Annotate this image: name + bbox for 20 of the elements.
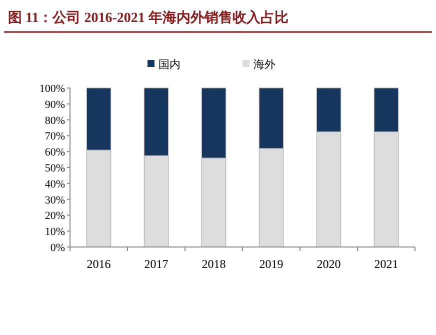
y-tick-label: 50% xyxy=(44,162,65,174)
y-tick-label: 30% xyxy=(44,194,65,206)
y-tick-label: 40% xyxy=(44,178,65,190)
x-tick-label: 2019 xyxy=(259,257,284,271)
chart-title: 图 11：公司 2016-2021 年海内外销售收入占比 xyxy=(8,10,288,26)
x-tick-label: 2017 xyxy=(144,257,168,271)
y-tick-label: 20% xyxy=(44,210,65,222)
y-tick-label: 10% xyxy=(44,226,65,238)
y-tick-label: 100% xyxy=(39,83,65,95)
y-tick-label: 80% xyxy=(44,114,65,127)
y-tick-label: 90% xyxy=(44,98,65,111)
y-tick-label: 70% xyxy=(44,130,65,143)
x-tick-label: 2020 xyxy=(316,257,341,271)
legend-label: 国内 xyxy=(158,58,180,71)
x-tick-label: 2021 xyxy=(374,257,398,271)
y-tick-label: 0% xyxy=(50,242,65,254)
legend-label: 海外 xyxy=(254,59,276,71)
y-tick-label: 60% xyxy=(44,146,65,159)
x-tick-label: 2018 xyxy=(202,257,226,271)
x-tick-label: 2016 xyxy=(86,257,111,271)
